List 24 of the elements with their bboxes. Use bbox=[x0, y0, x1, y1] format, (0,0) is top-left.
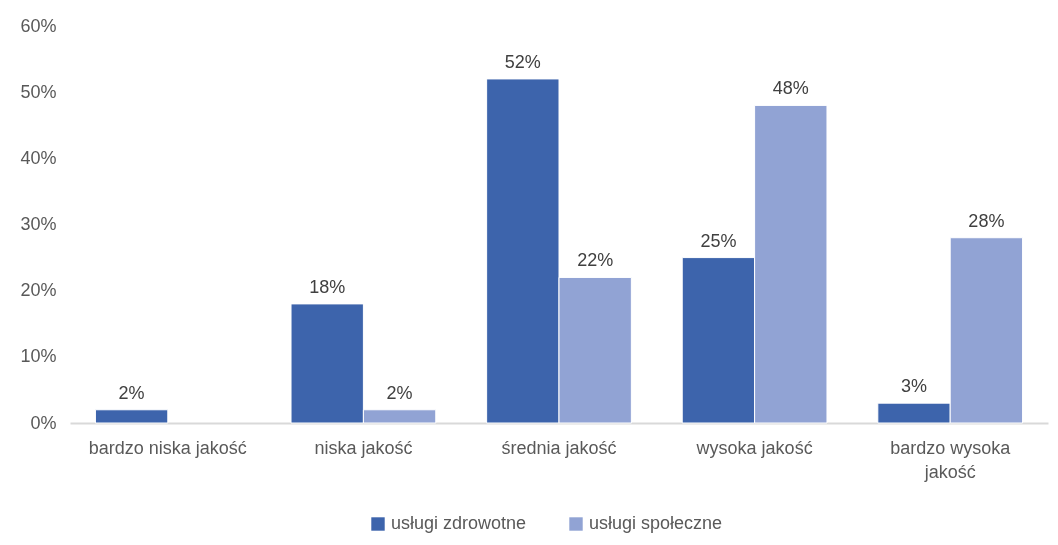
y-tick-label: 10% bbox=[20, 346, 57, 367]
data-label: 2% bbox=[118, 382, 145, 403]
legend-label: usługi zdrowotne bbox=[391, 513, 527, 533]
legend-label: usługi społeczne bbox=[589, 513, 723, 533]
data-label: 28% bbox=[968, 210, 1005, 231]
data-label: 3% bbox=[901, 376, 928, 397]
data-label: 25% bbox=[700, 230, 737, 251]
data-label: 22% bbox=[577, 250, 614, 271]
data-label: 48% bbox=[772, 78, 809, 99]
data-label: 52% bbox=[504, 51, 541, 72]
y-tick-label: 60% bbox=[20, 15, 57, 36]
x-tick-label: wysoka jakość bbox=[695, 437, 813, 458]
x-tick-label: niska jakość bbox=[314, 437, 413, 458]
y-tick-label: 30% bbox=[20, 214, 57, 234]
y-tick-label: 50% bbox=[20, 81, 57, 102]
y-tick-label: 20% bbox=[20, 280, 57, 301]
y-tick-label: 0% bbox=[30, 412, 57, 433]
data-label: 18% bbox=[309, 276, 346, 297]
x-tick-label: bardzo wysoka jakość bbox=[890, 437, 1012, 482]
y-tick-label: 40% bbox=[20, 147, 57, 168]
x-tick-label: średnia jakość bbox=[501, 437, 617, 458]
x-tick-label: bardzo niska jakość bbox=[88, 437, 247, 458]
bar bbox=[94, 409, 169, 424]
data-label: 2% bbox=[386, 382, 413, 403]
